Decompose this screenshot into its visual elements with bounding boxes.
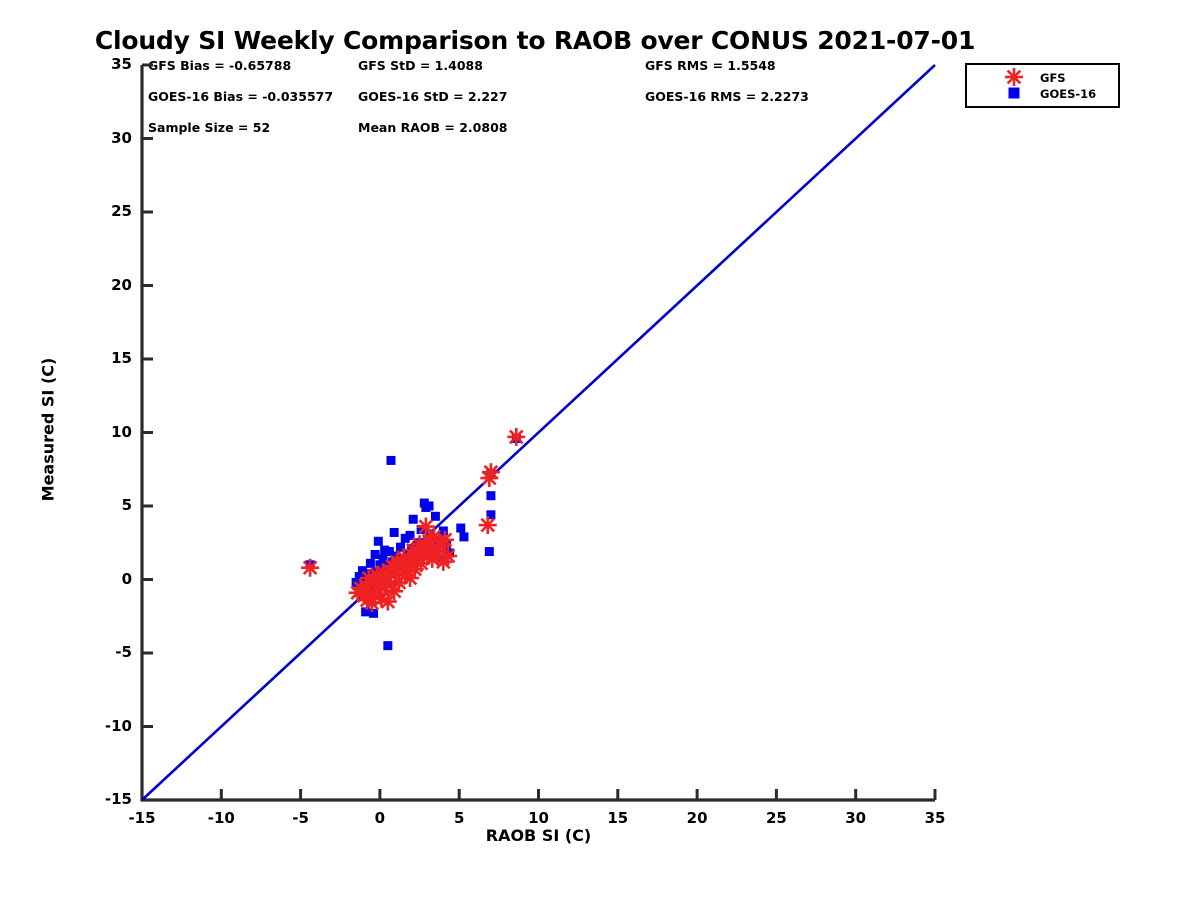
- y-tick-label: -5: [115, 643, 132, 661]
- data-point-goes-16: [378, 554, 388, 564]
- legend-label-gfs: GFS: [1040, 71, 1066, 85]
- data-point-goes-16: [396, 542, 406, 552]
- y-tick-label: 30: [111, 128, 132, 147]
- data-point-goes-16: [373, 536, 383, 546]
- x-tick-label: 0: [374, 809, 386, 827]
- data-point-gfs: [507, 427, 526, 446]
- data-point-goes-16: [456, 523, 466, 533]
- data-point-gfs: [435, 530, 454, 549]
- data-point-goes-16: [354, 572, 364, 582]
- x-tick-label: 10: [528, 809, 549, 827]
- data-point-goes-16: [370, 550, 380, 560]
- data-point-goes-16: [484, 547, 494, 557]
- y-tick-label: 5: [121, 496, 132, 514]
- data-point-goes-16: [400, 533, 410, 543]
- data-point-goes-16: [384, 547, 394, 557]
- y-tick-label: 35: [111, 55, 132, 73]
- legend-marker-goes-16: [1008, 87, 1020, 99]
- x-tick-label: 15: [607, 809, 629, 827]
- legend: GFS GOES-16: [965, 63, 1120, 108]
- annotation-gfs-bias: GFS Bias = -0.65788: [148, 58, 292, 73]
- x-axis-label: RAOB SI (C): [485, 826, 592, 845]
- data-point-goes-16: [408, 514, 418, 524]
- y-tick-label: 10: [111, 422, 132, 441]
- legend-marker-gfs: [1005, 68, 1023, 86]
- data-point-gfs: [478, 516, 497, 535]
- data-point-goes-16: [375, 560, 385, 570]
- x-tick-label: -15: [128, 809, 156, 827]
- data-point-goes-16: [383, 641, 393, 651]
- y-tick-label: -15: [104, 790, 132, 808]
- annotation-sample-size: Sample Size = 52: [148, 120, 271, 135]
- annotation-goes-bias: GOES-16 Bias = -0.035577: [148, 89, 334, 104]
- y-tick-label: 25: [111, 202, 132, 220]
- data-point-goes-16: [424, 501, 434, 511]
- data-point-goes-16: [459, 532, 469, 542]
- data-point-goes-16: [430, 511, 440, 521]
- annotation-mean-raob: Mean RAOB = 2.0808: [358, 120, 508, 135]
- x-tick-label: -10: [207, 809, 235, 827]
- annotation-goes-rms: GOES-16 RMS = 2.2273: [645, 89, 809, 104]
- data-point-goes-16: [357, 566, 367, 576]
- data-point-gfs: [412, 554, 431, 573]
- data-point-gfs: [416, 517, 435, 536]
- x-tick-label: 25: [765, 809, 787, 827]
- data-point-goes-16: [486, 491, 496, 501]
- data-point-goes-16: [442, 539, 452, 549]
- legend-label-goes-16: GOES-16: [1040, 87, 1097, 101]
- data-point-gfs: [439, 546, 458, 565]
- data-point-goes-16: [405, 530, 415, 540]
- data-point-goes-16: [438, 526, 448, 536]
- annotation-gfs-std: GFS StD = 1.4088: [358, 58, 483, 73]
- y-tick-label: 0: [121, 569, 132, 588]
- x-tick-label: 30: [845, 809, 867, 827]
- data-point-goes-16: [362, 569, 372, 579]
- x-tick-label: 5: [453, 809, 465, 827]
- chart-title: Cloudy SI Weekly Comparison to RAOB over…: [94, 26, 976, 55]
- annotation-goes-std: GOES-16 StD = 2.227: [358, 89, 508, 104]
- data-point-goes-16: [486, 510, 496, 520]
- annotation-gfs-rms: GFS RMS = 1.5548: [645, 58, 776, 73]
- data-point-goes-16: [386, 455, 396, 465]
- data-point-gfs: [481, 463, 500, 482]
- x-tick-label: -5: [292, 809, 309, 827]
- data-point-goes-16: [369, 608, 379, 618]
- x-tick-label: 35: [924, 809, 946, 827]
- data-point-goes-16: [365, 558, 375, 568]
- data-point-goes-16: [391, 551, 401, 561]
- data-point-goes-16: [389, 527, 399, 537]
- y-tick-label: -10: [104, 716, 132, 735]
- y-axis-label: Measured SI (C): [38, 357, 58, 502]
- data-point-gfs: [301, 558, 320, 577]
- x-tick-label: 20: [686, 809, 708, 827]
- data-point-goes-16: [361, 607, 371, 617]
- data-point-goes-16: [380, 545, 390, 555]
- legend-markers: [1005, 68, 1023, 99]
- y-tick-label: 20: [111, 275, 132, 294]
- y-tick-label: 15: [111, 349, 132, 367]
